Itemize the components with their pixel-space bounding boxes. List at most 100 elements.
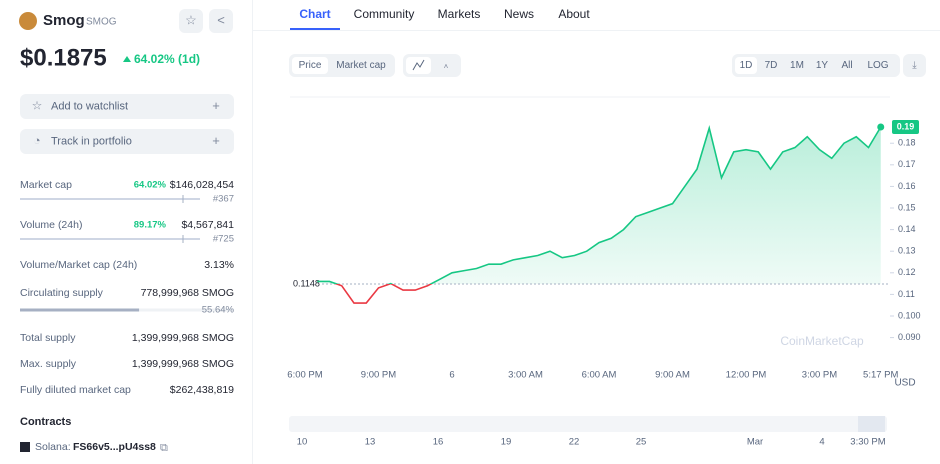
range-toggle[interactable]: 1D bbox=[740, 60, 753, 71]
range-toggle[interactable]: 1Y bbox=[816, 60, 829, 71]
navigator-label: 16 bbox=[433, 437, 444, 448]
price-change: 64.02% (1d) bbox=[134, 52, 200, 66]
y-tick-label: 0.13 bbox=[898, 246, 916, 256]
tab[interactable]: News bbox=[504, 7, 534, 21]
stat-value: 778,999,968 SMOG bbox=[141, 287, 234, 299]
tab[interactable]: About bbox=[558, 7, 590, 21]
action-button[interactable] bbox=[20, 129, 234, 154]
contract-chain: Solana: bbox=[35, 441, 71, 453]
y-tick-label: 0.15 bbox=[898, 202, 916, 212]
contract-address: FS66v5...pU4ss8 bbox=[73, 441, 156, 453]
last-point bbox=[877, 123, 885, 131]
metric-toggle[interactable]: Price bbox=[299, 60, 322, 71]
y-tick-label: 0.100 bbox=[898, 310, 921, 320]
star-button[interactable] bbox=[179, 9, 203, 33]
share-icon: < bbox=[217, 12, 225, 27]
range-toggle[interactable]: All bbox=[841, 60, 852, 71]
stat-value: 1,399,999,968 SMOG bbox=[132, 332, 234, 344]
baseline-label: 0.1148 bbox=[293, 278, 320, 288]
navigator-label: 25 bbox=[636, 437, 647, 448]
navigator-label: 13 bbox=[365, 437, 376, 448]
price-tag-label: 0.19 bbox=[897, 121, 915, 131]
price-line-down bbox=[334, 284, 433, 304]
price-tag bbox=[892, 120, 919, 135]
tab[interactable]: Community bbox=[354, 7, 415, 21]
navigator-label: Mar bbox=[747, 437, 763, 448]
plus-icon: + bbox=[212, 133, 220, 148]
price-line-up bbox=[317, 125, 882, 285]
range-group bbox=[732, 54, 900, 77]
price: $0.1875 bbox=[20, 44, 107, 71]
action-button[interactable] bbox=[20, 94, 234, 119]
x-tick-label: 6 bbox=[449, 370, 454, 381]
navigator-label: 4 bbox=[819, 437, 824, 448]
x-tick-label: 3:00 PM bbox=[802, 370, 837, 381]
navigator-label: 3:30 PM bbox=[850, 437, 885, 448]
metric-selected bbox=[292, 57, 328, 74]
download-button[interactable] bbox=[903, 54, 926, 77]
y-tick-label: 0.14 bbox=[898, 224, 916, 234]
coin-symbol: SMOG bbox=[86, 17, 117, 28]
metric-toggle[interactable]: Market cap bbox=[336, 60, 386, 71]
range-selected bbox=[735, 57, 757, 74]
y-tick-label: 0.12 bbox=[898, 267, 916, 277]
download-icon: ⤓ bbox=[912, 60, 917, 71]
x-tick-label: 3:00 AM bbox=[508, 370, 543, 381]
stat-value: $146,028,454 bbox=[170, 179, 234, 191]
stat-value: 3.13% bbox=[204, 259, 234, 271]
navigator bbox=[289, 416, 887, 432]
stat-change: 89.17% bbox=[134, 220, 167, 231]
stat-label: Market cap bbox=[20, 179, 72, 191]
stat-label: Total supply bbox=[20, 332, 76, 344]
y-tick-label: 0.18 bbox=[898, 138, 916, 148]
share-label: 55.64% bbox=[202, 305, 235, 316]
x-tick-label: 9:00 PM bbox=[361, 370, 396, 381]
tab[interactable]: Markets bbox=[438, 7, 481, 21]
coin-logo bbox=[19, 12, 37, 30]
navigator-label: 19 bbox=[501, 437, 512, 448]
stat-label: Fully diluted market cap bbox=[20, 384, 131, 396]
coin-name: Smog bbox=[43, 12, 85, 29]
stat-rank: #725 bbox=[213, 234, 234, 245]
share-button[interactable] bbox=[209, 9, 233, 33]
x-tick-label: 5:17 PM bbox=[863, 370, 898, 381]
y-tick-label: 0.16 bbox=[898, 181, 916, 191]
y-unit: USD bbox=[894, 378, 915, 389]
stat-change: 64.02% bbox=[134, 180, 167, 191]
x-tick-label: 12:00 PM bbox=[726, 370, 767, 381]
navigator-label: 22 bbox=[569, 437, 580, 448]
x-tick-label: 6:00 PM bbox=[287, 370, 322, 381]
stat-rank: #367 bbox=[213, 194, 234, 205]
stat-value: $262,438,819 bbox=[170, 384, 234, 396]
x-tick-label: 6:00 AM bbox=[582, 370, 617, 381]
stat-value: $4,567,841 bbox=[181, 219, 234, 231]
stat-value: 1,399,999,968 SMOG bbox=[132, 358, 234, 370]
tab[interactable]: Chart bbox=[299, 7, 330, 21]
line-icon bbox=[412, 59, 425, 71]
y-tick-label: 0.090 bbox=[898, 332, 921, 342]
range-toggle[interactable]: 1M bbox=[790, 60, 804, 71]
y-tick-label: 0.11 bbox=[898, 289, 915, 299]
copy-icon: ⧉ bbox=[160, 442, 168, 454]
navigator-window bbox=[858, 416, 885, 432]
action-label: Track in portfolio bbox=[51, 135, 132, 147]
stat-label: Volume/Market cap (24h) bbox=[20, 259, 137, 271]
stat-label: Circulating supply bbox=[20, 287, 104, 299]
plus-icon: + bbox=[212, 98, 220, 113]
range-toggle[interactable]: LOG bbox=[867, 60, 888, 71]
stat-label: Max. supply bbox=[20, 358, 77, 370]
action-icon: ◔ bbox=[33, 134, 40, 148]
watermark: CoinMarketCap bbox=[780, 334, 864, 348]
star-icon: ☆ bbox=[185, 12, 197, 27]
navigator-label: 10 bbox=[297, 437, 308, 448]
price-area bbox=[317, 127, 881, 285]
baseline-label-bg bbox=[290, 277, 322, 291]
up-arrow bbox=[123, 56, 131, 62]
x-tick-label: 9:00 AM bbox=[655, 370, 690, 381]
candle-icon: ꘍ bbox=[443, 60, 448, 71]
y-tick-label: 0.17 bbox=[898, 159, 916, 169]
contracts-title: Contracts bbox=[20, 416, 71, 428]
range-toggle[interactable]: 7D bbox=[765, 60, 778, 71]
action-label: Add to watchlist bbox=[51, 100, 128, 112]
action-icon: ☆ bbox=[32, 99, 43, 113]
